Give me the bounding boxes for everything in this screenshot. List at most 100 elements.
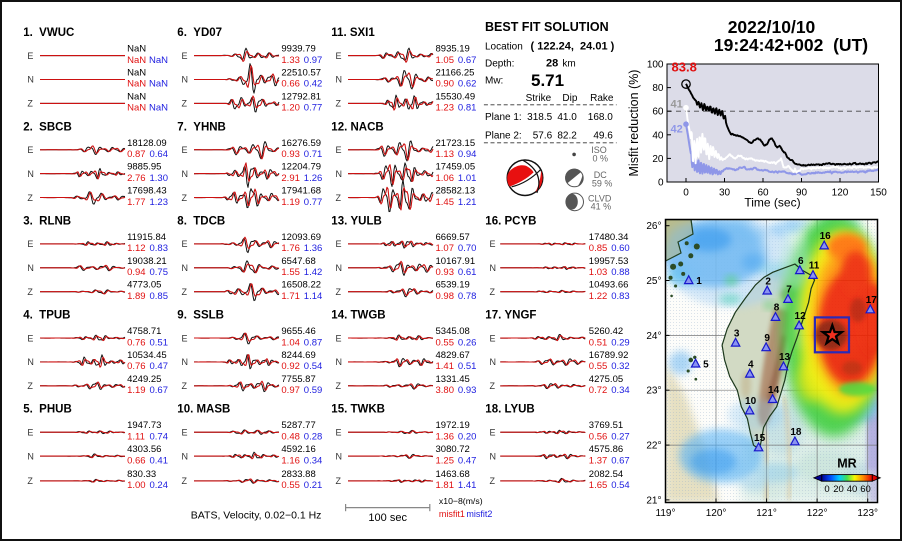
svg-text:14: 14 [768,385,780,396]
svg-text:6: 6 [798,256,804,267]
svg-text:Z: Z [182,99,188,109]
svg-text:0.76: 0.76 [127,337,146,348]
svg-text:20: 20 [833,484,844,495]
svg-text:1972.19: 1972.19 [436,420,470,431]
svg-text:E: E [27,333,33,343]
svg-text:Z: Z [27,193,33,203]
svg-text:E: E [490,333,496,343]
svg-text:18: 18 [790,427,802,438]
svg-text:3080.72: 3080.72 [436,444,470,455]
svg-text:0.41: 0.41 [150,455,169,466]
svg-text:1.07: 1.07 [436,243,455,254]
svg-text:0: 0 [683,188,689,199]
svg-text:0.61: 0.61 [458,267,477,278]
svg-text:Z: Z [336,381,342,391]
svg-text:100 sec: 100 sec [368,512,407,524]
svg-text:0.97: 0.97 [304,55,323,66]
svg-text:0.83: 0.83 [150,243,169,254]
svg-text:4592.16: 4592.16 [281,444,315,455]
svg-text:Mw:: Mw: [485,76,503,87]
svg-text:1.06: 1.06 [436,173,455,184]
svg-text:DC: DC [594,170,607,180]
svg-text:1.26: 1.26 [304,173,323,184]
svg-text:60: 60 [860,484,871,495]
svg-text:4575.86: 4575.86 [589,444,623,455]
svg-text:1.37: 1.37 [589,455,608,466]
svg-text:10: 10 [745,396,757,407]
svg-text:16: 16 [820,231,832,242]
svg-text:6539.19: 6539.19 [436,280,470,291]
svg-text:0.90: 0.90 [436,79,455,90]
svg-text:4. TPUB: 4. TPUB [23,310,70,322]
svg-text:17. YNGF: 17. YNGF [485,310,536,322]
svg-text:17459.05: 17459.05 [436,162,476,173]
svg-text:1.42: 1.42 [304,267,323,278]
svg-text:0.55: 0.55 [436,337,455,348]
svg-text:4829.67: 4829.67 [436,350,470,361]
svg-text:0.85: 0.85 [150,291,169,302]
svg-text:1.05: 1.05 [436,55,455,66]
svg-text:1.03: 1.03 [589,267,608,278]
svg-text:0.93: 0.93 [281,149,300,160]
svg-text:40: 40 [847,484,858,495]
svg-text:0.76: 0.76 [127,361,146,372]
svg-text:0: 0 [658,178,664,189]
svg-text:0.28: 0.28 [304,431,323,442]
svg-text:N: N [490,451,497,461]
svg-text:8. TDCB: 8. TDCB [177,215,225,227]
svg-text:E: E [27,51,33,61]
svg-text:Strike: Strike [526,93,552,104]
svg-text:41.0: 41.0 [557,112,577,123]
svg-text:( 122.24, 24.01 ): ( 122.24, 24.01 ) [531,40,615,52]
svg-text:0.21: 0.21 [304,480,323,491]
svg-text:0.47: 0.47 [150,361,169,372]
svg-text:N: N [27,169,34,179]
svg-text:Z: Z [490,476,496,486]
svg-text:5260.42: 5260.42 [589,326,623,337]
svg-text:N: N [27,451,34,461]
svg-text:NaN: NaN [127,91,146,102]
svg-text:3769.51: 3769.51 [589,420,623,431]
svg-text:12: 12 [795,311,807,322]
svg-text:15: 15 [754,433,766,444]
svg-text:0.51: 0.51 [150,337,169,348]
svg-text:misfit2: misfit2 [466,509,492,519]
svg-text:0.55: 0.55 [589,361,608,372]
svg-text:E: E [490,427,496,437]
svg-text:NaN: NaN [149,79,168,90]
svg-text:0.88: 0.88 [611,267,630,278]
svg-text:N: N [27,263,34,273]
svg-text:N: N [490,263,497,273]
svg-text:Rake: Rake [590,93,614,104]
svg-text:N: N [27,357,34,367]
svg-text:0.97: 0.97 [281,385,300,396]
svg-text:NaN: NaN [149,103,168,114]
svg-text:Z: Z [182,476,188,486]
svg-text:0.78: 0.78 [458,291,477,302]
svg-text:0.83: 0.83 [611,291,630,302]
svg-text:60: 60 [757,188,769,199]
svg-text:1.14: 1.14 [304,291,323,302]
svg-text:Plane 1:: Plane 1: [485,112,522,123]
svg-text:N: N [182,75,189,85]
svg-text:0: 0 [824,484,829,495]
svg-text:0.92: 0.92 [281,361,300,372]
svg-text:2833.88: 2833.88 [281,469,315,480]
svg-text:82.2: 82.2 [557,131,577,142]
svg-text:21°: 21° [646,495,661,506]
svg-text:0.54: 0.54 [611,480,630,491]
svg-text:1.81: 1.81 [436,480,455,491]
svg-text:Z: Z [336,476,342,486]
svg-text:4773.05: 4773.05 [127,280,161,291]
svg-text:N: N [336,451,343,461]
svg-text:13: 13 [779,352,791,363]
svg-text:83.8: 83.8 [672,60,697,75]
svg-text:0.51: 0.51 [589,337,608,348]
svg-text:1463.68: 1463.68 [436,469,470,480]
svg-text:0.59: 0.59 [304,385,323,396]
svg-text:0.56: 0.56 [589,431,608,442]
svg-text:2. SBCB: 2. SBCB [23,121,72,133]
svg-text:E: E [182,239,188,249]
svg-text:22510.57: 22510.57 [281,68,321,79]
svg-text:N: N [336,169,343,179]
